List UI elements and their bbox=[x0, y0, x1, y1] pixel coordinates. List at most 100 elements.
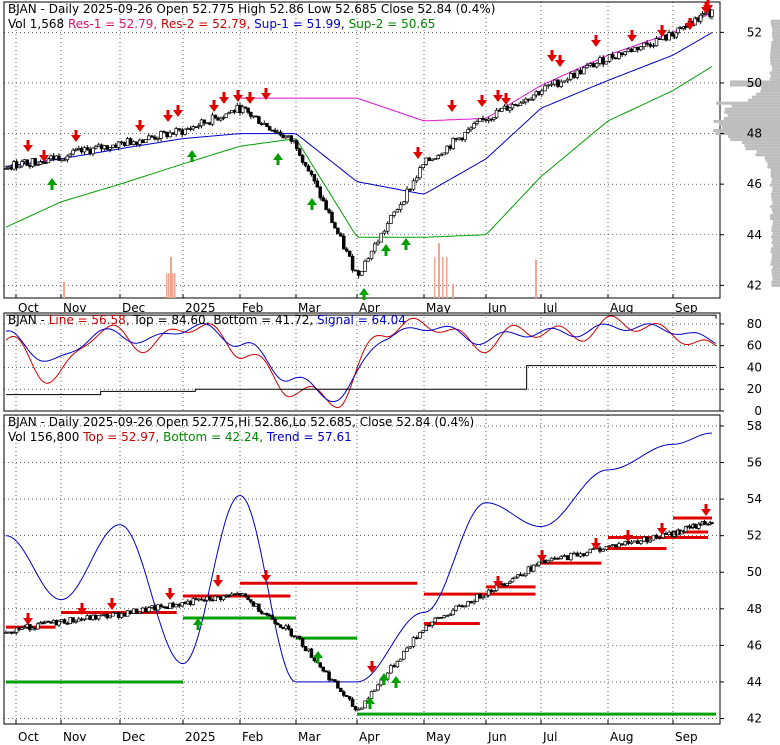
arrow-down bbox=[701, 509, 711, 516]
price-bar bbox=[424, 157, 428, 165]
price-bar bbox=[96, 615, 101, 620]
arrow-down bbox=[261, 93, 271, 100]
price-bar bbox=[105, 145, 109, 150]
price-bar bbox=[529, 98, 533, 101]
price-bar bbox=[273, 129, 277, 133]
price-bar bbox=[565, 555, 570, 561]
price-bar bbox=[108, 147, 112, 150]
price-bar bbox=[20, 161, 24, 167]
header-segment: Trend = 57.61 bbox=[266, 430, 352, 444]
header-segment: Top = 52.97, bbox=[82, 430, 163, 444]
arrow-up bbox=[382, 679, 386, 685]
y-tick-label: 46 bbox=[747, 638, 762, 652]
volume-by-price-bar bbox=[771, 40, 780, 44]
price-bar bbox=[433, 158, 437, 160]
arrow-up bbox=[276, 159, 280, 165]
price-bar bbox=[405, 647, 409, 652]
trend-header-line1: BJAN - Daily 2025-09-26 Open 52.775,Hi 5… bbox=[8, 415, 474, 429]
price-bar bbox=[591, 63, 596, 68]
price-bar bbox=[418, 632, 422, 639]
header-segment: BJAN - Daily 2025-09-26 Open 52.775,Hi 5… bbox=[8, 415, 474, 429]
header-segment: Line = 56.58, bbox=[49, 313, 134, 327]
price-bar bbox=[41, 622, 45, 624]
volume-by-price-bar bbox=[771, 65, 780, 69]
volume-by-price-bar bbox=[745, 147, 780, 151]
volume-by-price-bar bbox=[772, 274, 780, 278]
price-bar bbox=[460, 605, 464, 607]
volume-by-price-bar bbox=[771, 229, 780, 233]
volume-by-price-bar bbox=[730, 138, 780, 142]
header-segment: BJAN - bbox=[8, 313, 49, 327]
arrow-down bbox=[165, 593, 175, 600]
price-bar bbox=[505, 583, 509, 586]
price-header-line2: Vol 1,568 Res-1 = 52.79, Res-2 = 52.79, … bbox=[8, 17, 435, 31]
arrow-down bbox=[212, 100, 216, 106]
volume-by-price-bar bbox=[770, 19, 780, 23]
x-tick-label: Mar bbox=[298, 730, 321, 744]
price-bar bbox=[227, 112, 231, 115]
price-bar bbox=[492, 590, 496, 592]
price-bar bbox=[651, 534, 656, 541]
price-bar bbox=[232, 593, 237, 596]
price-bar bbox=[552, 557, 557, 560]
price-bar bbox=[294, 635, 299, 638]
price-bar bbox=[411, 637, 416, 647]
price-bar bbox=[360, 271, 364, 276]
price-bar bbox=[168, 602, 172, 609]
trend-x-axis: Oct Nov Dec 2025 Feb Mar Apr May Jun Jul Aug Sep bbox=[15, 720, 698, 744]
price-bar bbox=[257, 603, 261, 612]
arrow-down bbox=[550, 50, 554, 56]
volume-by-price-bar bbox=[772, 244, 780, 248]
volume-by-price-bar bbox=[770, 53, 780, 57]
price-bar bbox=[531, 94, 536, 100]
arrow-down bbox=[248, 92, 252, 98]
volume-bar bbox=[166, 273, 168, 298]
price-bar bbox=[408, 188, 413, 191]
arrow-down bbox=[657, 30, 667, 37]
oscillator-y-axis: 80 60 40 20 0 bbox=[720, 317, 762, 418]
price-bar bbox=[376, 241, 380, 245]
trend-signal-arrows bbox=[23, 504, 711, 709]
price-bar bbox=[102, 614, 107, 616]
price-bar bbox=[674, 32, 679, 38]
price-bar bbox=[180, 602, 184, 607]
price-bar bbox=[556, 79, 560, 87]
price-bar bbox=[292, 140, 296, 143]
price-bar bbox=[116, 141, 121, 148]
trend-panel: BJAN - Daily 2025-09-26 Open 52.775,Hi 5… bbox=[3, 414, 762, 744]
arrow-down bbox=[39, 155, 49, 162]
price-bar bbox=[430, 158, 434, 161]
price-bar bbox=[478, 593, 482, 599]
price-bar bbox=[119, 141, 124, 144]
price-bar bbox=[28, 623, 32, 631]
volume-by-price-bar bbox=[769, 71, 780, 75]
price-bar bbox=[670, 32, 674, 37]
price-bar bbox=[342, 235, 346, 250]
x-tick-label: Oct bbox=[18, 730, 39, 744]
price-bar bbox=[327, 671, 331, 681]
price-bar bbox=[210, 114, 215, 125]
price-bar bbox=[336, 227, 340, 235]
volume-by-price-bar bbox=[772, 189, 780, 193]
price-bar bbox=[96, 144, 101, 147]
volume-by-price-bar bbox=[713, 119, 780, 123]
price-bar bbox=[159, 604, 163, 608]
price-bar bbox=[141, 139, 145, 143]
arrow-down bbox=[594, 538, 598, 544]
price-bar bbox=[667, 531, 671, 535]
price-bar bbox=[642, 536, 646, 542]
price-bar bbox=[77, 618, 81, 622]
volume-by-price-bar bbox=[772, 223, 780, 227]
header-segment: Signal = 64.04 bbox=[317, 313, 406, 327]
arrow-up bbox=[50, 184, 54, 190]
price-bar bbox=[294, 140, 299, 150]
arrow-down bbox=[166, 110, 170, 116]
price-bar bbox=[210, 599, 215, 602]
price-bar bbox=[300, 155, 305, 163]
price-bar bbox=[177, 128, 181, 131]
price-bar bbox=[657, 537, 662, 539]
price-bar bbox=[469, 127, 473, 131]
price-bar bbox=[614, 57, 618, 60]
price-bar bbox=[339, 687, 343, 693]
price-bar bbox=[68, 617, 72, 624]
